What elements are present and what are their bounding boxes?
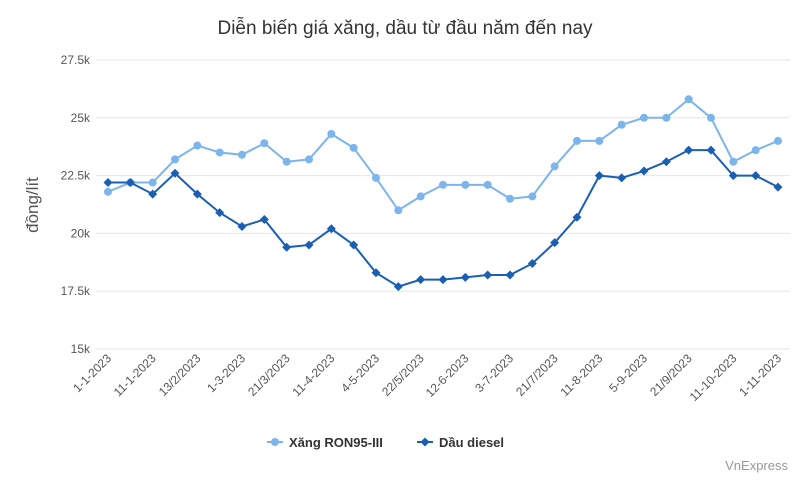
marker [271,438,279,446]
marker [729,157,738,166]
marker [550,238,560,248]
x-tick-label: 4-5-2023 [338,351,382,395]
marker [505,270,515,280]
marker [573,136,581,145]
marker [528,192,537,201]
y-tick-label: 25k [71,111,91,125]
y-tick-label: 17.5k [61,284,91,298]
marker [550,162,559,171]
x-tick-label: 3-7-2023 [472,351,516,395]
marker [707,113,715,122]
marker [349,240,359,250]
legend-label: Dầu diesel [439,435,504,450]
marker [460,272,470,282]
marker [282,157,291,166]
marker [617,173,627,183]
marker [327,129,336,138]
marker [393,282,403,292]
marker [483,180,492,189]
marker [416,275,426,285]
x-tick-label: 11-10-2023 [687,351,740,404]
marker [483,270,493,280]
source: VnExpress [725,458,788,473]
x-tick-label: 11-4-2023 [289,351,337,399]
marker [371,268,381,278]
marker [728,171,738,181]
marker [661,157,671,167]
line [107,98,779,212]
x-tick-label: 1-1-2023 [70,351,114,395]
x-tick-label: 21/3/2023 [245,351,293,399]
marker [148,178,157,187]
x-tick-label: 13/2/2023 [156,351,204,399]
marker [639,166,649,176]
marker [640,113,648,122]
marker [192,189,202,199]
marker [326,224,336,234]
marker [751,146,760,155]
x-tick-label: 5-9-2023 [606,351,650,395]
line [108,149,779,288]
marker [706,145,716,155]
x-tick-label: 11-1-2023 [111,351,159,399]
marker [438,275,448,285]
marker [684,95,693,104]
marker [595,136,604,145]
x-tick-label: 1-3-2023 [204,351,248,395]
legend-label: Xăng RON95-III [289,435,383,450]
marker [572,212,582,222]
marker [148,189,158,199]
x-tick-label: 11-8-2023 [557,351,605,399]
marker [394,206,403,215]
marker [215,148,224,157]
marker [104,187,112,196]
marker [461,180,470,189]
marker [506,194,514,203]
y-tick-label: 22.5k [61,169,91,183]
marker [774,136,782,145]
marker [170,168,180,178]
marker [420,437,430,447]
y-axis-label: đồng/lít [23,177,42,233]
x-tick-label: 1-11-2023 [736,351,784,399]
x-tick-label: 12-6-2023 [423,351,472,400]
y-tick-label: 20k [71,226,91,240]
marker [372,173,380,182]
marker [125,178,135,188]
marker [215,208,225,218]
marker [751,171,761,181]
marker [439,180,447,189]
marker [304,240,314,250]
marker [282,242,292,252]
marker [260,139,269,148]
marker [259,215,269,225]
marker [594,171,604,181]
marker [684,145,694,155]
marker [617,120,626,129]
y-tick-label: 27.5k [61,53,91,67]
x-tick-label: 21/7/2023 [513,351,561,399]
marker [238,150,246,159]
chart-title: Diễn biến giá xăng, dầu từ đầu năm đến n… [217,17,593,39]
marker [416,192,425,201]
marker [349,143,358,152]
marker [193,141,202,150]
y-tick-label: 15k [71,342,91,356]
marker [171,155,179,164]
marker [527,258,537,268]
x-tick-label: 22/5/2023 [379,351,427,399]
marker [773,182,783,192]
marker [237,221,247,231]
marker [305,155,313,164]
marker [662,113,671,122]
marker [103,178,113,188]
